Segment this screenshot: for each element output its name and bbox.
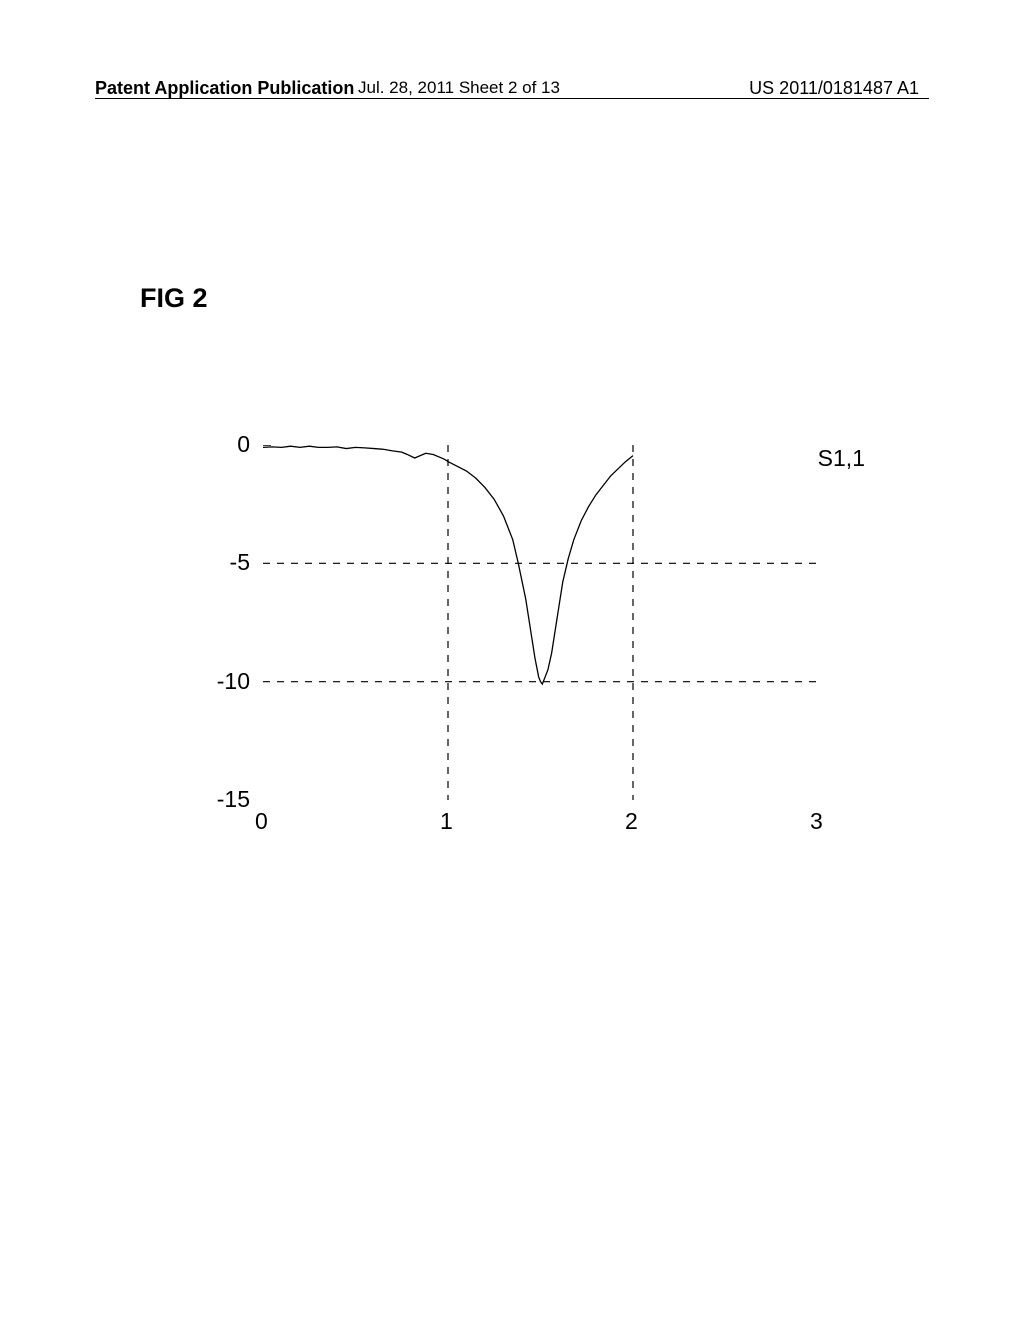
- chart-ticks: [263, 445, 818, 800]
- chart-container: 0-5-10-15 0123 S1,1: [200, 445, 860, 840]
- chart-data-line: [263, 446, 633, 684]
- x-tick-label: 3: [810, 808, 823, 835]
- y-tick-label: -10: [200, 668, 250, 695]
- x-tick-label: 2: [625, 808, 638, 835]
- header-middle-text: Jul. 28, 2011 Sheet 2 of 13: [358, 78, 560, 98]
- x-tick-label: 0: [255, 808, 268, 835]
- chart-plot: [263, 445, 818, 800]
- y-tick-label: -15: [200, 786, 250, 813]
- header-right-text: US 2011/0181487 A1: [749, 78, 919, 99]
- series-label: S1,1: [818, 445, 865, 472]
- header-underline: [95, 98, 929, 99]
- y-tick-label: 0: [200, 431, 250, 458]
- figure-label: FIG 2: [140, 283, 208, 314]
- header-left-text: Patent Application Publication: [95, 78, 354, 99]
- x-tick-label: 1: [440, 808, 453, 835]
- y-tick-label: -5: [200, 549, 250, 576]
- chart-grid: [263, 445, 818, 800]
- page-header: Patent Application Publication Jul. 28, …: [0, 78, 1024, 99]
